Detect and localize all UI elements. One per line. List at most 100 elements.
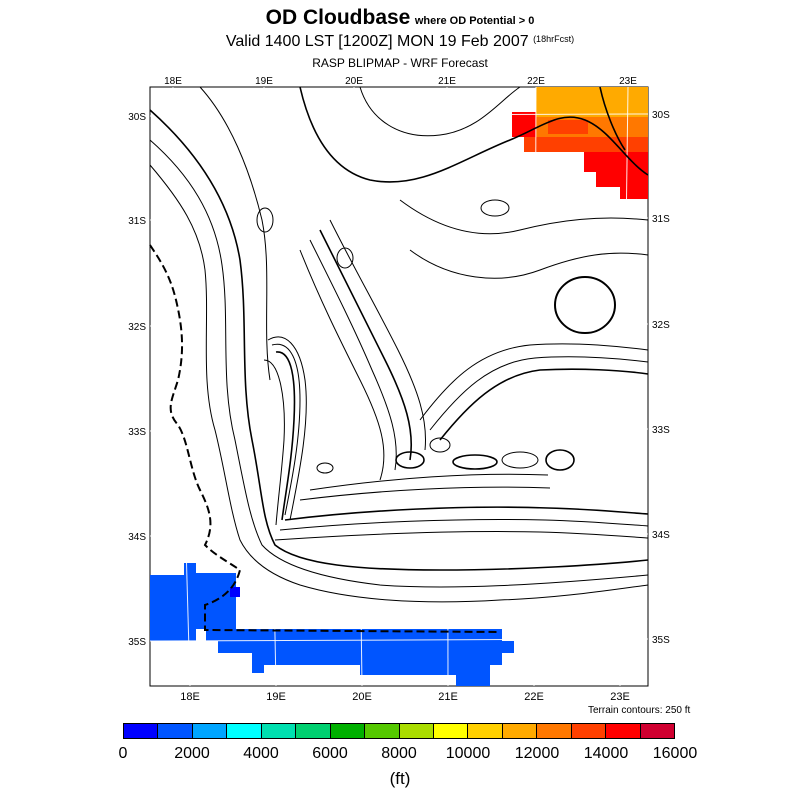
colorbar-tick-label: 2000 bbox=[174, 745, 210, 762]
cloudbase-cell bbox=[584, 152, 648, 172]
left-lat-labels: 30S 31S 32S 33S 34S 35S bbox=[128, 112, 146, 648]
colorbar-tick-label: 12000 bbox=[514, 745, 560, 762]
colorbar-swatch bbox=[502, 724, 538, 738]
meridian-line bbox=[172, 86, 191, 687]
contour-line bbox=[554, 276, 616, 334]
coordinate-label: 19E bbox=[266, 691, 286, 703]
colorbar-swatch bbox=[468, 724, 503, 738]
contour-line bbox=[316, 462, 334, 474]
coordinate-label: 32S bbox=[652, 320, 670, 331]
contour-line bbox=[419, 343, 649, 421]
contour-line bbox=[149, 139, 649, 588]
coordinate-label: 30S bbox=[128, 112, 146, 123]
cloudbase-cell bbox=[218, 641, 514, 653]
lat-lon-grid bbox=[149, 86, 649, 687]
colorbar-tick-label: 8000 bbox=[381, 745, 417, 762]
contour-line bbox=[309, 473, 549, 491]
terrain-contours bbox=[149, 86, 649, 633]
parallel-line bbox=[149, 323, 649, 327]
coordinate-label: 33S bbox=[128, 427, 146, 438]
colorbar-units: (ft) bbox=[389, 769, 411, 788]
cloudbase-cell bbox=[230, 587, 240, 597]
coordinate-label: 33S bbox=[652, 425, 670, 436]
top-lon-labels: 18E 19E 20E 21E 22E 23E bbox=[164, 76, 637, 87]
parallel-line bbox=[149, 217, 649, 221]
colorbar bbox=[123, 723, 675, 739]
coordinate-label: 34S bbox=[652, 530, 670, 541]
contour-line bbox=[299, 486, 551, 501]
valid-time: Valid 1400 LST [1200Z] MON 19 Feb 2007 bbox=[225, 33, 529, 50]
colorbar-swatch bbox=[330, 724, 366, 738]
cloudbase-cell bbox=[620, 187, 648, 199]
parallel-line bbox=[149, 533, 649, 537]
coordinate-label: 19E bbox=[255, 76, 273, 87]
cloudbase-cell bbox=[548, 120, 588, 134]
colorbar-swatch bbox=[433, 724, 469, 738]
cloudbase-cell bbox=[456, 675, 490, 686]
colorbar-tick-label: 10000 bbox=[445, 745, 491, 762]
colorbar-swatch bbox=[606, 724, 641, 738]
contour-line bbox=[545, 449, 575, 471]
contour-line bbox=[271, 343, 301, 516]
cloudbase-cell bbox=[184, 563, 196, 641]
coordinate-label: 20E bbox=[352, 691, 372, 703]
coordinate-label: 23E bbox=[619, 76, 637, 87]
bottom-lon-labels: 18E 19E 20E 21E 22E 23E bbox=[180, 691, 630, 703]
coordinate-label: 18E bbox=[180, 691, 200, 703]
coordinate-label: 34S bbox=[128, 532, 146, 543]
cloudbase-cell bbox=[560, 90, 600, 108]
contour-line bbox=[299, 86, 649, 183]
colorbar-swatch bbox=[261, 724, 297, 738]
contour-line bbox=[199, 86, 271, 381]
source-line: RASP BLIPMAP - WRF Forecast bbox=[312, 56, 488, 70]
coordinate-label: 35S bbox=[652, 635, 670, 646]
map-title: OD Cloudbase where OD Potential > 0 bbox=[0, 6, 800, 30]
contour-line bbox=[284, 506, 649, 521]
contour-line bbox=[329, 219, 426, 451]
cloudbase-cell bbox=[206, 629, 502, 641]
colorbar-swatch bbox=[158, 724, 193, 738]
coordinate-label: 31S bbox=[128, 216, 146, 227]
meridian-line bbox=[263, 86, 277, 687]
contour-line bbox=[501, 451, 539, 469]
contour-line bbox=[149, 164, 649, 603]
meridian-line bbox=[533, 86, 537, 687]
meridian-line bbox=[446, 86, 449, 687]
coordinate-label: 22E bbox=[527, 76, 545, 87]
contour-line bbox=[429, 356, 649, 431]
title-qualifier: where OD Potential > 0 bbox=[414, 15, 535, 27]
coordinate-label: 35S bbox=[128, 637, 146, 648]
contour-line bbox=[279, 518, 649, 531]
contour-line bbox=[309, 239, 397, 471]
contour-line bbox=[439, 368, 649, 441]
colorbar-swatch bbox=[192, 724, 228, 738]
coordinate-label: 20E bbox=[345, 76, 363, 87]
colorbar-swatch bbox=[124, 724, 159, 738]
coordinate-label: 18E bbox=[164, 76, 182, 87]
contour-line bbox=[256, 207, 274, 233]
contour-line bbox=[267, 336, 307, 521]
cloudbase-cell bbox=[360, 665, 490, 675]
contour-line bbox=[395, 451, 425, 469]
contour-line bbox=[319, 229, 413, 461]
coordinate-label: 21E bbox=[438, 691, 458, 703]
contour-line bbox=[275, 351, 296, 521]
cloudbase-cell bbox=[252, 653, 502, 665]
colorbar-tick-label: 14000 bbox=[583, 745, 629, 762]
contour-line bbox=[599, 86, 626, 151]
contour-line bbox=[274, 531, 649, 541]
coordinate-label: 32S bbox=[128, 322, 146, 333]
right-lat-labels: 30S 31S 32S 33S 34S 35S bbox=[652, 110, 670, 646]
contour-line bbox=[149, 109, 649, 571]
contour-line bbox=[359, 86, 521, 137]
contour-line bbox=[299, 249, 385, 481]
colorbar-swatch bbox=[399, 724, 434, 738]
coordinate-label: 21E bbox=[438, 76, 456, 87]
contour-line bbox=[263, 359, 285, 526]
coastline bbox=[149, 244, 501, 633]
colorbar-swatch bbox=[296, 724, 331, 738]
title-main: OD Cloudbase bbox=[265, 6, 411, 29]
parallel-line bbox=[149, 113, 649, 117]
contour-line bbox=[336, 247, 354, 269]
colorbar-tick-label: 6000 bbox=[312, 745, 348, 762]
